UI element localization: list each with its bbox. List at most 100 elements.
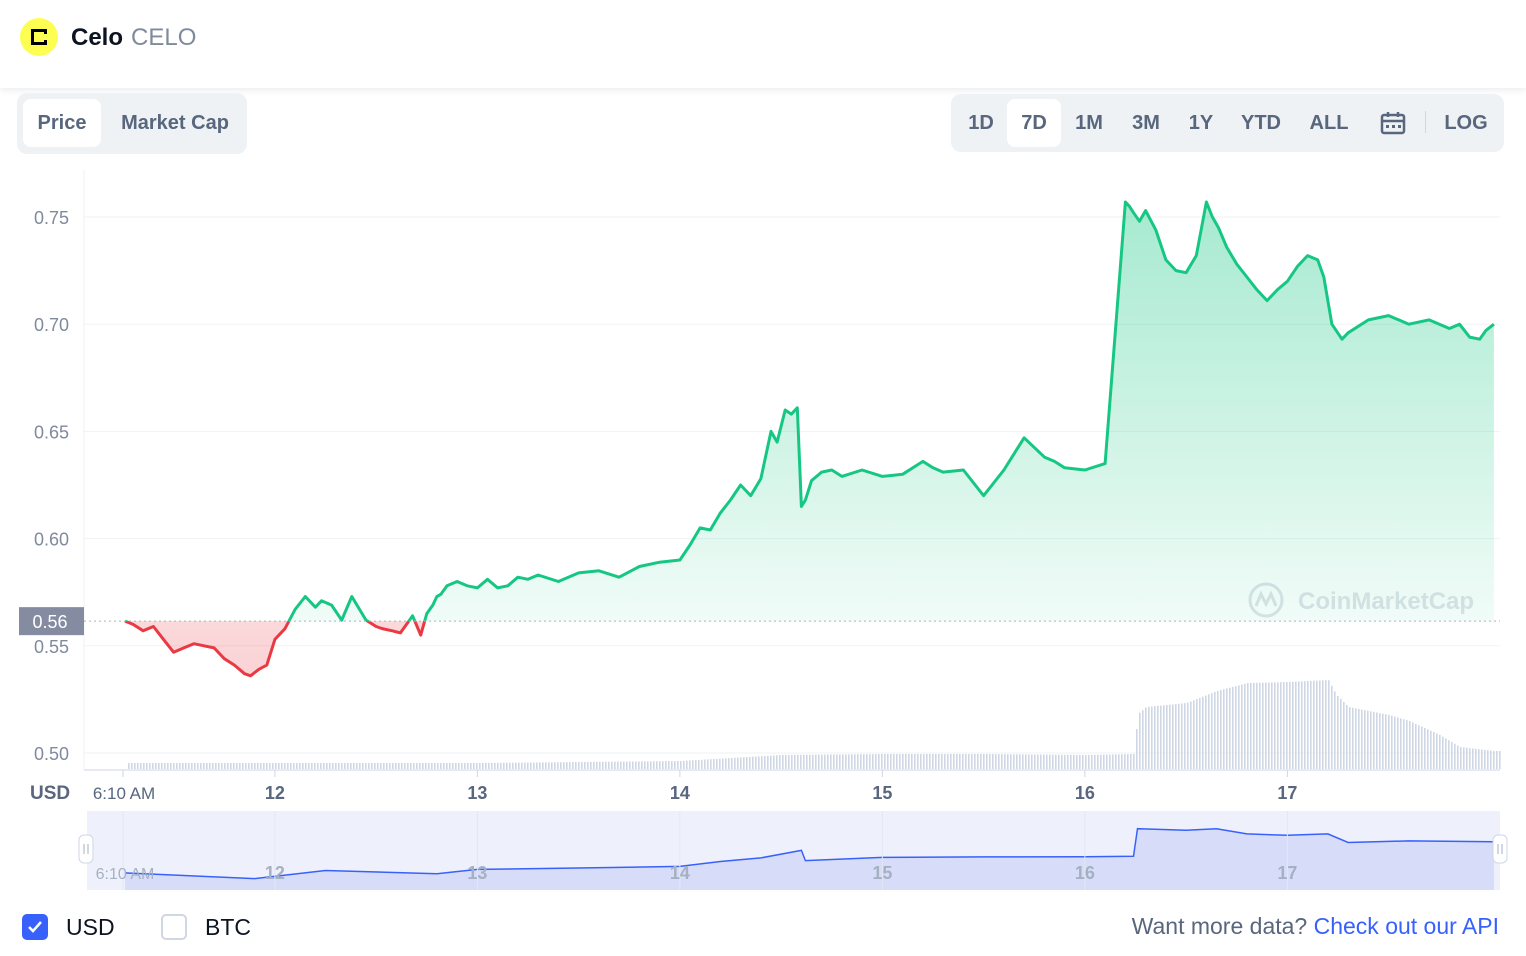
volume-bar bbox=[1409, 721, 1411, 769]
x-tick-label: 17 bbox=[1277, 783, 1297, 803]
volume-bar bbox=[650, 761, 652, 769]
volume-bar bbox=[1202, 696, 1204, 769]
y-tick-label: 0.50 bbox=[34, 744, 69, 764]
volume-bar bbox=[1004, 754, 1006, 769]
volume-bar bbox=[1457, 745, 1459, 769]
volume-bar bbox=[380, 763, 382, 769]
volume-bar bbox=[689, 760, 691, 769]
navigator-left-handle[interactable] bbox=[78, 834, 94, 864]
usd-toggle[interactable]: USD bbox=[22, 912, 115, 942]
volume-bar bbox=[356, 763, 358, 769]
btc-checkbox[interactable] bbox=[161, 914, 187, 940]
volume-bar bbox=[440, 763, 442, 769]
volume-bar bbox=[560, 762, 562, 769]
volume-bar bbox=[779, 755, 781, 769]
tab-market-cap[interactable]: Market Cap bbox=[121, 111, 229, 134]
volume-bar bbox=[278, 763, 280, 769]
volume-bar bbox=[809, 754, 811, 769]
volume-bar bbox=[794, 754, 796, 769]
range-ytd-button[interactable]: YTD bbox=[1241, 111, 1281, 134]
volume-bar bbox=[1112, 754, 1114, 769]
volume-bar bbox=[236, 763, 238, 769]
volume-bar bbox=[470, 763, 472, 769]
volume-bar bbox=[272, 763, 274, 769]
volume-bar bbox=[185, 763, 187, 769]
volume-bar bbox=[1064, 754, 1066, 769]
volume-bar bbox=[1148, 706, 1150, 769]
navigator-right-handle[interactable] bbox=[1492, 834, 1508, 864]
range-all-button[interactable]: ALL bbox=[1309, 111, 1349, 134]
volume-bar bbox=[761, 756, 763, 769]
volume-bar bbox=[1292, 681, 1294, 769]
volume-bar bbox=[1070, 754, 1072, 769]
volume-bar bbox=[566, 762, 568, 769]
volume-bar bbox=[1424, 727, 1426, 769]
volume-bar bbox=[680, 760, 682, 769]
volume-bar bbox=[491, 762, 493, 769]
volume-bar bbox=[701, 759, 703, 769]
volume-bar bbox=[1385, 714, 1387, 769]
volume-bar bbox=[1217, 690, 1219, 769]
volume-bar bbox=[1298, 681, 1300, 769]
volume-bar bbox=[1127, 754, 1129, 769]
volume-bar bbox=[173, 763, 175, 769]
x-tick-label: 12 bbox=[265, 783, 285, 803]
reference-price-label: 0.56 bbox=[32, 612, 67, 632]
volume-bar bbox=[134, 763, 136, 769]
volume-bar bbox=[833, 754, 835, 769]
volume-bar bbox=[896, 754, 898, 769]
volume-bar bbox=[1034, 754, 1036, 769]
volume-bar bbox=[200, 763, 202, 769]
volume-bar bbox=[518, 762, 520, 769]
price-chart[interactable]: 0.750.700.650.600.550.50CoinMarketCap0.5… bbox=[0, 160, 1526, 900]
volume-bar bbox=[980, 754, 982, 769]
volume-bar bbox=[602, 761, 604, 769]
volume-bar bbox=[398, 763, 400, 769]
volume-bar bbox=[1262, 682, 1264, 769]
volume-bar bbox=[1085, 754, 1087, 769]
volume-bar bbox=[977, 754, 979, 769]
usd-checkbox[interactable] bbox=[22, 914, 48, 940]
volume-bar bbox=[1103, 754, 1105, 769]
calendar-icon[interactable] bbox=[1371, 99, 1415, 147]
tab-price[interactable]: Price bbox=[23, 99, 101, 147]
range-7d-button[interactable]: 7D bbox=[1007, 99, 1061, 147]
volume-bar bbox=[1415, 723, 1417, 769]
volume-bar bbox=[806, 754, 808, 769]
volume-bar bbox=[554, 762, 556, 769]
volume-bar bbox=[1295, 681, 1297, 769]
volume-bar bbox=[617, 761, 619, 769]
log-scale-button[interactable]: LOG bbox=[1444, 111, 1488, 134]
btc-toggle[interactable]: BTC bbox=[161, 912, 251, 942]
volume-bar bbox=[161, 763, 163, 769]
api-prompt: Want more data? bbox=[1131, 913, 1308, 939]
volume-bar bbox=[1118, 754, 1120, 769]
volume-bar bbox=[1412, 722, 1414, 769]
volume-bar bbox=[1310, 680, 1312, 769]
volume-bar bbox=[926, 754, 928, 769]
volume-bar bbox=[920, 754, 922, 769]
volume-bar bbox=[1301, 681, 1303, 769]
volume-bar bbox=[1379, 713, 1381, 769]
volume-bar bbox=[143, 763, 145, 769]
volume-bar bbox=[665, 761, 667, 769]
volume-bar bbox=[338, 763, 340, 769]
range-3m-button[interactable]: 3M bbox=[1132, 111, 1160, 134]
volume-bar bbox=[692, 760, 694, 769]
navigator-line bbox=[124, 827, 1494, 880]
volume-bar bbox=[797, 754, 799, 769]
range-1y-button[interactable]: 1Y bbox=[1188, 111, 1214, 134]
volume-bar bbox=[755, 756, 757, 769]
range-1m-button[interactable]: 1M bbox=[1075, 111, 1103, 134]
y-tick-label: 0.75 bbox=[34, 208, 69, 228]
volume-bar bbox=[233, 763, 235, 769]
api-link[interactable]: Check out our API bbox=[1313, 913, 1499, 939]
volume-bar bbox=[1178, 703, 1180, 769]
volume-bar bbox=[1454, 743, 1456, 769]
volume-bar bbox=[284, 763, 286, 769]
volume-bar bbox=[341, 763, 343, 769]
volume-bar bbox=[1028, 754, 1030, 769]
range-1d-button[interactable]: 1D bbox=[968, 111, 994, 134]
volume-bar bbox=[1490, 750, 1492, 769]
volume-bar bbox=[1373, 711, 1375, 769]
